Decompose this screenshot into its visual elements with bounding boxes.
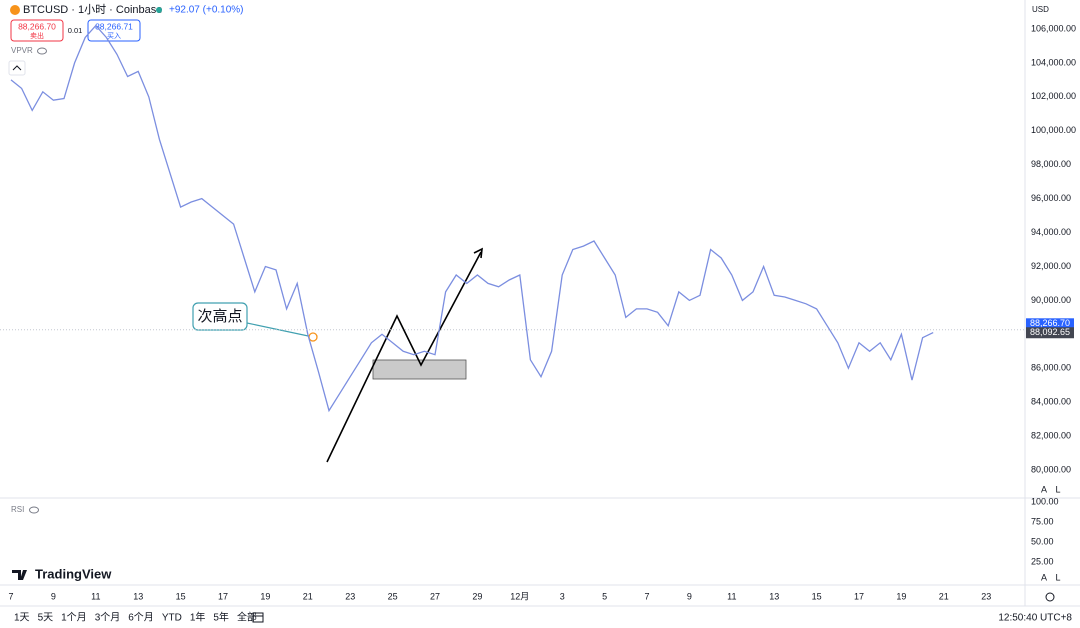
y-tick-label: 92,000.00 [1031, 261, 1071, 271]
visibility-icon[interactable] [37, 47, 47, 55]
callout-anchor [308, 332, 318, 342]
range-button[interactable]: YTD [162, 613, 182, 624]
x-tick-label: 11 [727, 591, 736, 601]
x-tick-label: 19 [260, 591, 270, 601]
y-tick-label: 94,000.00 [1031, 227, 1071, 237]
indicator-label[interactable]: VPVR [11, 46, 33, 55]
buy-label: 买入 [107, 32, 121, 40]
range-button[interactable]: 5年 [213, 611, 229, 624]
x-tick-label: 12月 [510, 591, 529, 601]
x-tick-label: 3 [560, 591, 565, 601]
price-tag [1026, 327, 1074, 339]
x-tick-label: 17 [218, 591, 228, 601]
collapse-button[interactable] [8, 60, 26, 76]
rsi-label[interactable]: RSI [11, 505, 24, 514]
y-tick-label: 90,000.00 [1031, 295, 1071, 305]
arrow-head [473, 247, 483, 259]
x-tick-label: 17 [854, 591, 864, 601]
x-tick-label: 11 [91, 591, 100, 601]
price-tag-label: 88,092.65 [1030, 327, 1070, 337]
sell-price: 88,266.70 [18, 21, 56, 31]
y-tick-label: 82,000.00 [1031, 430, 1071, 440]
x-tick-label: 23 [345, 591, 355, 601]
range-button[interactable]: 5天 [38, 613, 54, 624]
x-tick-label: 7 [8, 591, 13, 601]
x-tick-label: 23 [981, 591, 991, 601]
x-tick-label: 27 [430, 591, 440, 601]
price-tag [1026, 318, 1074, 330]
range-toolbar: 1天 5天 1个月 3个月 6个月 YTD 1年 5年 全部 [14, 611, 257, 624]
price-change: +92.07 (+0.10%) [169, 5, 244, 16]
range-button[interactable]: 6个月 [128, 612, 154, 624]
y-tick-label: 98,000.00 [1031, 159, 1071, 169]
callout-text: 次高点 [197, 308, 242, 325]
log-scale[interactable]: L [1055, 572, 1060, 582]
price-tag-label: 88,266.70 [1030, 318, 1070, 328]
x-tick-label: 9 [687, 591, 692, 601]
x-tick-label: 15 [176, 591, 186, 601]
auto-scale[interactable]: A [1041, 572, 1047, 582]
clock: 12:50:40 UTC+8 [998, 613, 1072, 624]
y-tick-label: 102,000.00 [1031, 91, 1076, 101]
x-tick-label: 13 [769, 591, 779, 601]
settings-icon[interactable] [1045, 592, 1055, 602]
y-tick-label: 100,000.00 [1031, 125, 1076, 135]
range-button[interactable]: 1年 [190, 611, 206, 624]
brand: TradingView [35, 566, 112, 581]
date-picker-icon[interactable] [252, 612, 264, 623]
price-line [10, 24, 934, 413]
currency[interactable]: USD [1032, 5, 1049, 14]
range-button[interactable]: 全部 [237, 611, 257, 624]
y-tick-label: 100.00 [1031, 496, 1059, 506]
buy-button[interactable] [87, 19, 141, 42]
y-tick-label: 86,000.00 [1031, 363, 1071, 373]
range-button[interactable]: 3个月 [95, 612, 121, 624]
y-tick-label: 106,000.00 [1031, 23, 1076, 33]
sell-label: 卖出 [30, 31, 44, 40]
y-tick-label: 80,000.00 [1031, 464, 1071, 474]
x-tick-label: 15 [812, 591, 822, 601]
zigzag-drawing[interactable] [326, 251, 482, 463]
sell-button[interactable] [10, 19, 64, 42]
x-tick-label: 19 [896, 591, 906, 601]
x-tick-label: 25 [388, 591, 398, 601]
buy-price: 88,266.71 [95, 21, 133, 31]
log-scale[interactable]: L [1055, 484, 1060, 494]
auto-scale[interactable]: A [1041, 484, 1047, 494]
y-tick-label: 96,000.00 [1031, 193, 1071, 203]
y-tick-label: 50.00 [1031, 536, 1054, 546]
range-button[interactable]: 1天 [14, 613, 30, 624]
x-tick-label: 5 [602, 591, 607, 601]
range-box[interactable] [372, 359, 467, 380]
x-tick-label: 9 [51, 591, 56, 601]
x-tick-label: 7 [644, 591, 649, 601]
y-tick-label: 104,000.00 [1031, 57, 1076, 67]
y-tick-label: 75.00 [1031, 516, 1054, 526]
symbol-title[interactable]: BTCUSD · 1小时 · Coinbase [23, 3, 162, 16]
visibility-icon[interactable] [29, 506, 39, 514]
market-status [156, 7, 162, 13]
y-tick-label: 84,000.00 [1031, 397, 1071, 407]
range-button[interactable]: 1个月 [61, 612, 87, 624]
x-tick-label: 21 [939, 591, 949, 601]
spread: 0.01 [68, 26, 83, 35]
brand-logo [12, 570, 27, 580]
collapse-icon [12, 65, 22, 71]
symbol-icon [10, 5, 20, 15]
y-tick-label: 25.00 [1031, 556, 1054, 566]
x-tick-label: 29 [472, 591, 482, 601]
x-tick-label: 21 [303, 591, 313, 601]
x-tick-label: 13 [133, 591, 143, 601]
